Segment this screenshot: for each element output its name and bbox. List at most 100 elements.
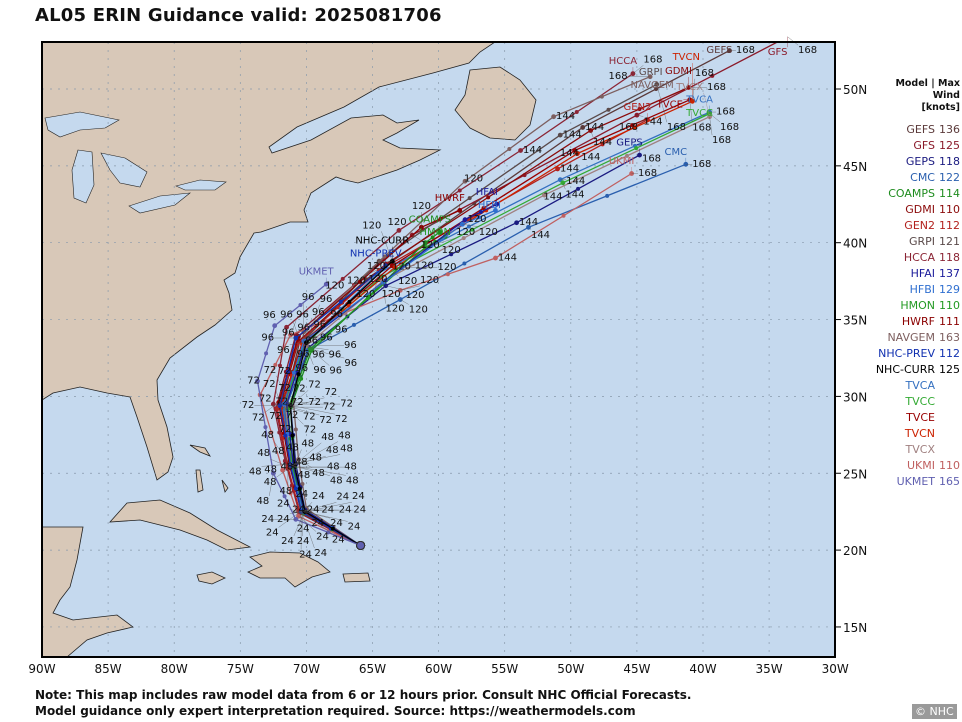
forecast-hour-label: 48	[330, 476, 343, 487]
track-point	[467, 196, 472, 201]
track-point	[326, 530, 331, 535]
track-point	[654, 87, 659, 91]
model-label-nhc-curr: NHC-CURR	[355, 236, 409, 247]
track-point	[284, 324, 289, 330]
legend-model-name: GEPS	[905, 155, 935, 168]
label-leader-line	[562, 182, 566, 190]
track-point	[273, 362, 278, 367]
forecast-hour-label: 120	[398, 276, 417, 287]
legend-item-cmc: CMC 122	[873, 170, 960, 186]
track-point	[351, 322, 356, 327]
forecast-hour-label: 96	[282, 328, 295, 339]
model-label-tvce: TVCE	[656, 100, 683, 111]
legend-max-wind: 125	[939, 363, 960, 376]
forecast-hour-label: 120	[388, 217, 407, 228]
label-leader-line	[636, 114, 644, 117]
label-leader-line	[275, 389, 282, 406]
forecast-hour-label: 120	[382, 289, 401, 300]
forecast-hour-label: 24	[332, 534, 345, 545]
forecast-hour-label: 96	[296, 309, 309, 320]
forecast-hour-label: 120	[362, 220, 381, 231]
legend-item-hfai: HFAI 137	[873, 266, 960, 282]
label-leader-line	[310, 348, 345, 359]
label-leader-line	[302, 317, 313, 345]
legend-model-name: NHC-CURR	[875, 363, 935, 376]
forecast-hour-label: 96	[297, 323, 310, 334]
forecast-hour-label: 168	[638, 168, 657, 179]
legend-max-wind	[939, 378, 960, 394]
label-leader-line	[269, 473, 274, 496]
track-point	[430, 235, 435, 240]
model-label-gfs: GFS	[768, 47, 788, 58]
forecast-hour-label: 144	[556, 111, 575, 122]
forecast-hour-label: 48	[286, 443, 299, 454]
forecast-hour-label: 96	[344, 358, 357, 369]
forecast-hour-label: 144	[523, 145, 542, 156]
label-leader-line	[290, 390, 309, 406]
axis-ticks: 90W 85W 80W 75W 70W 65W 60W 55W 50W 45W 40W 35W 30W 5…	[28, 83, 867, 676]
track-point	[557, 132, 563, 138]
forecast-hour-label: 144	[593, 137, 612, 148]
label-leader-line	[692, 78, 696, 102]
forecast-hour-label: 96	[295, 363, 308, 374]
track-point	[561, 213, 566, 218]
credit-watermark: © NHC	[912, 704, 957, 719]
label-leader-line	[412, 234, 421, 241]
forecast-hour-label: 24	[297, 524, 310, 535]
forecast-hour-label: 72	[276, 397, 289, 408]
label-leader-line	[295, 449, 302, 465]
legend-model-name: HMON	[900, 299, 935, 312]
forecast-hour-label: 72	[242, 400, 255, 411]
forecast-hour-label: 120	[368, 274, 387, 285]
label-leader-line	[375, 273, 379, 290]
forecast-hour-label: 168	[720, 122, 739, 133]
legend-max-wind: 110	[939, 299, 960, 312]
forecast-hour-label: 72	[304, 424, 317, 435]
forecast-hour-label: 96	[330, 309, 343, 320]
map-title: AL05 ERIN Guidance valid: 2025081706	[35, 5, 442, 26]
forecast-hour-label: 72	[325, 387, 338, 398]
forecast-hour-label: 96	[329, 366, 342, 377]
track-point	[727, 48, 732, 53]
forecast-hour-label: 120	[479, 227, 498, 238]
forecast-hour-label: 168	[643, 54, 662, 65]
label-leader-line	[306, 320, 331, 342]
label-leader-line	[273, 441, 290, 465]
label-leader-line	[305, 335, 336, 345]
track-point	[280, 467, 286, 473]
legend-model-name: GEFS	[906, 123, 935, 136]
label-leader-line	[528, 227, 532, 231]
label-leader-line	[787, 36, 799, 46]
track-point	[683, 161, 689, 167]
label-leader-line	[382, 281, 386, 304]
forecast-hour-label: 96	[280, 310, 293, 321]
label-leader-line	[378, 270, 382, 289]
label-leader-line	[307, 350, 314, 365]
forecast-hour-label: 168	[716, 107, 735, 118]
forecast-hour-label: 48	[257, 448, 270, 459]
label-leader-line	[400, 299, 409, 305]
forecast-hour-label: 168	[692, 122, 711, 133]
track-point	[269, 430, 274, 435]
forecast-hour-label: 24	[352, 491, 365, 502]
track-point	[630, 123, 635, 128]
legend-max-wind	[939, 394, 960, 410]
track-point	[283, 433, 288, 438]
track-point	[461, 236, 466, 241]
label-leader-line	[290, 397, 325, 408]
lon-tick-label: 50W	[557, 662, 584, 676]
forecast-hour-label: 24	[307, 505, 320, 516]
track-point	[280, 435, 285, 440]
model-label-hfai: HFAI	[476, 187, 498, 198]
forecast-hour-label: 120	[367, 261, 386, 272]
track-point	[272, 323, 278, 329]
track-point	[476, 215, 481, 220]
forecast-hour-label: 24	[299, 550, 312, 561]
label-leader-line	[462, 224, 479, 228]
lon-tick-label: 55W	[491, 662, 518, 676]
legend-header: Model | Max Wind	[895, 78, 960, 101]
forecast-hour-label: 48	[298, 470, 311, 481]
forecast-hour-label: 96	[263, 310, 276, 321]
legend-model-name: TVCN	[904, 427, 935, 440]
legend-model-name: NHC-PREV	[878, 347, 935, 360]
